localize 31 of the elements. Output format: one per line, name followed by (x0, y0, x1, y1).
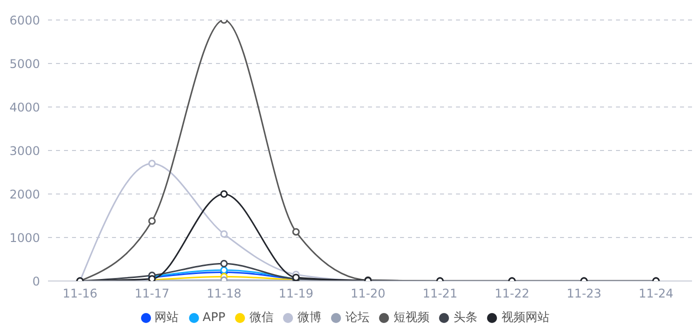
x-tick-label: 11-17 (134, 286, 170, 301)
point (148, 217, 156, 225)
x-tick-label: 11-16 (62, 286, 98, 301)
legend-label: 微博 (297, 310, 322, 324)
point (292, 228, 300, 236)
legend-label: 短视频 (393, 310, 430, 324)
point (220, 260, 228, 268)
y-tick-label: 3000 (9, 144, 40, 158)
y-tick-label: 2000 (9, 187, 40, 202)
y-tick-label: 1000 (9, 230, 40, 245)
x-tick-label: 11-18 (206, 286, 242, 301)
x-tick-label: 11-19 (278, 286, 314, 301)
y-tick-label: 4000 (9, 100, 40, 114)
x-tick-label: 11-22 (494, 286, 530, 301)
legend-label: 论坛 (345, 310, 370, 324)
legend-label: 视频网站 (501, 310, 550, 324)
legend-label: 网站 (154, 310, 179, 324)
x-tick-label: 11-20 (350, 286, 386, 301)
y-tick-label: 5000 (9, 56, 40, 71)
point (220, 230, 228, 238)
x-tick-label: 11-23 (566, 286, 602, 301)
y-tick-label: 6000 (9, 13, 40, 28)
point (220, 190, 228, 198)
x-tick-label: 11-21 (422, 286, 458, 301)
point (220, 266, 228, 274)
point (148, 160, 156, 168)
y-tick-label: 0 (32, 274, 40, 288)
legend-label: APP (202, 310, 226, 324)
legend-label: 微信 (249, 310, 274, 324)
x-tick-label: 11-24 (638, 286, 674, 301)
legend-label: 头条 (453, 310, 478, 324)
